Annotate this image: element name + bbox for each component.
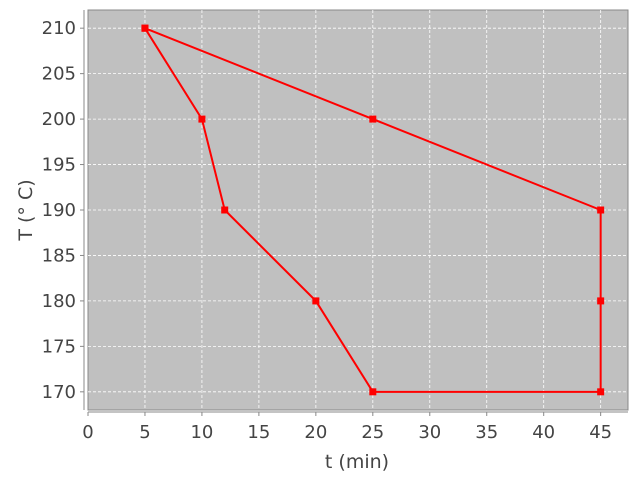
x-tick-label: 30 bbox=[418, 422, 441, 443]
x-tick-label: 20 bbox=[304, 422, 327, 443]
y-tick-label: 195 bbox=[42, 155, 76, 176]
data-point bbox=[597, 206, 605, 214]
y-tick-label: 200 bbox=[42, 109, 76, 130]
data-point bbox=[312, 297, 320, 305]
data-point bbox=[198, 115, 206, 123]
y-tick-label: 175 bbox=[42, 336, 76, 357]
data-point bbox=[141, 24, 149, 32]
y-tick-label: 210 bbox=[42, 18, 76, 39]
y-tick-label: 180 bbox=[42, 291, 76, 312]
x-tick-label: 0 bbox=[82, 422, 93, 443]
data-point bbox=[597, 297, 605, 305]
x-tick-label: 5 bbox=[139, 422, 150, 443]
y-tick-label: 185 bbox=[42, 245, 76, 266]
axes: 0 5 10 15 20 25 30 35 40 45 170 175 180 185 190 195 200 2… bbox=[42, 10, 628, 443]
x-tick-label: 35 bbox=[475, 422, 498, 443]
x-tick-label: 10 bbox=[190, 422, 213, 443]
data-point bbox=[369, 388, 377, 396]
y-tick-label: 170 bbox=[42, 382, 76, 403]
y-tick-label: 190 bbox=[42, 200, 76, 221]
x-tick-label: 40 bbox=[532, 422, 555, 443]
series bbox=[141, 24, 605, 396]
data-point bbox=[369, 115, 377, 123]
data-point bbox=[221, 206, 229, 214]
y-axis-label: T (° C) bbox=[15, 179, 37, 241]
series-line bbox=[144, 27, 602, 393]
x-axis-label: t (min) bbox=[325, 451, 389, 473]
x-tick-label: 45 bbox=[589, 422, 612, 443]
x-tick-label: 25 bbox=[361, 422, 384, 443]
y-tick-label: 205 bbox=[42, 64, 76, 85]
x-tick-label: 15 bbox=[247, 422, 270, 443]
data-point bbox=[597, 388, 605, 396]
